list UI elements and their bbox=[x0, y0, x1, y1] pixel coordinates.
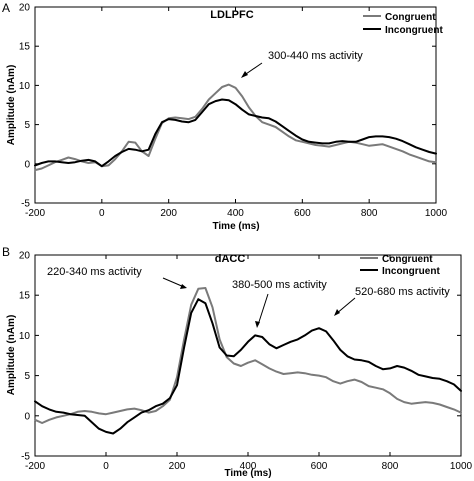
panel-a-series bbox=[34, 83, 437, 172]
panel-b-ytick-label: 10 bbox=[19, 331, 31, 342]
panel-b-label: B bbox=[2, 245, 10, 259]
panel-b-legend-incongruent: Incongruent bbox=[382, 266, 440, 277]
panel-b-series bbox=[34, 287, 462, 435]
panel-a-ytick-label: 15 bbox=[19, 42, 31, 53]
panel-a-xtick-label: 800 bbox=[361, 208, 378, 219]
panel-b-annotation-220-340: 220-340 ms activity bbox=[47, 266, 142, 278]
panel-a-xtick-label: 200 bbox=[160, 208, 177, 219]
panel-b-xtick-label: 600 bbox=[311, 461, 328, 472]
panel-b-ticks: -200 0 200 400 600 800 1000 -5 0 5 10 15 20 bbox=[19, 251, 473, 473]
panel-a-title: LDLPFC bbox=[210, 9, 253, 21]
panel-a-xtick-label: 400 bbox=[227, 208, 244, 219]
panel-b-arrowhead-3 bbox=[334, 309, 340, 316]
panel-b-ylabel: Amplitude (nAm) bbox=[6, 315, 17, 396]
panel-b-ytick-label: 15 bbox=[19, 291, 31, 302]
panel-b-xtick-label: 0 bbox=[103, 461, 109, 472]
panel-a-ticks: -200 0 200 400 600 800 1000 -5 0 5 10 15 20 bbox=[19, 3, 448, 220]
panel-b-series-line-incongruent bbox=[34, 298, 462, 435]
panel-b-arrowhead-1 bbox=[180, 284, 187, 289]
panel-b: B dACC -200 0 200 400 600 800 1000 -5 0 5 10 15 20 T… bbox=[2, 245, 473, 479]
panel-b-ytick-label: 5 bbox=[24, 371, 30, 382]
panel-a-legend: Congruent Incongruent bbox=[363, 12, 443, 36]
panel-a-xtick-label: 1000 bbox=[425, 208, 448, 219]
panel-a-ytick-label: 0 bbox=[24, 159, 30, 170]
panel-b-ytick-label: 0 bbox=[24, 411, 30, 422]
panel-a: A LDLPFC -200 0 200 400 600 800 1000 -5 0 5 10 15 20… bbox=[2, 1, 448, 232]
panel-b-ytick-label: -5 bbox=[21, 452, 30, 463]
panel-a-legend-congruent: Congruent bbox=[385, 12, 436, 23]
panel-b-xlabel: Time (ms) bbox=[224, 468, 271, 479]
panel-a-xtick-label: 600 bbox=[294, 208, 311, 219]
panel-b-annotation-arrow-1 bbox=[162, 277, 185, 288]
panel-b-annotation-arrow-2 bbox=[257, 293, 269, 326]
panel-a-xtick-label: -200 bbox=[25, 208, 45, 219]
panel-b-xtick-label: 400 bbox=[240, 461, 257, 472]
panel-a-label: A bbox=[2, 1, 10, 15]
panel-b-legend-congruent: Congruent bbox=[382, 254, 433, 265]
panel-a-xlabel: Time (ms) bbox=[212, 221, 259, 232]
panel-b-annotation-520-680: 520-680 ms activity bbox=[355, 286, 450, 298]
panel-b-title: dACC bbox=[215, 253, 246, 265]
panel-b-xtick-label: -200 bbox=[25, 461, 45, 472]
panel-b-annotation-380-500: 380-500 ms activity bbox=[232, 279, 327, 291]
panel-a-ytick-label: 10 bbox=[19, 81, 31, 92]
panel-b-ytick-label: 20 bbox=[19, 251, 31, 262]
panel-a-ytick-label: -5 bbox=[21, 199, 30, 210]
panel-a-series-line-congruent bbox=[34, 83, 437, 172]
panel-a-series-line-incongruent bbox=[34, 98, 437, 168]
panel-a-arrowhead bbox=[241, 71, 248, 78]
panel-a-ylabel: Amplitude (nAm) bbox=[6, 65, 17, 146]
panel-b-series-line-congruent bbox=[34, 287, 462, 424]
panel-b-xtick-label: 1000 bbox=[450, 461, 473, 472]
panel-a-xtick-label: 0 bbox=[99, 208, 105, 219]
panel-a-legend-incongruent: Incongruent bbox=[385, 25, 443, 36]
panel-a-ytick-label: 5 bbox=[24, 120, 30, 131]
panel-b-legend: Congruent Incongruent bbox=[360, 254, 440, 277]
panel-b-xtick-label: 200 bbox=[169, 461, 186, 472]
panel-b-arrowhead-2 bbox=[255, 321, 260, 328]
panel-a-annotation-300-440: 300-440 ms activity bbox=[268, 50, 363, 62]
panel-b-xtick-label: 800 bbox=[382, 461, 399, 472]
panel-b-annotation-arrow-3 bbox=[335, 297, 356, 315]
panel-a-ytick-label: 20 bbox=[19, 3, 31, 14]
